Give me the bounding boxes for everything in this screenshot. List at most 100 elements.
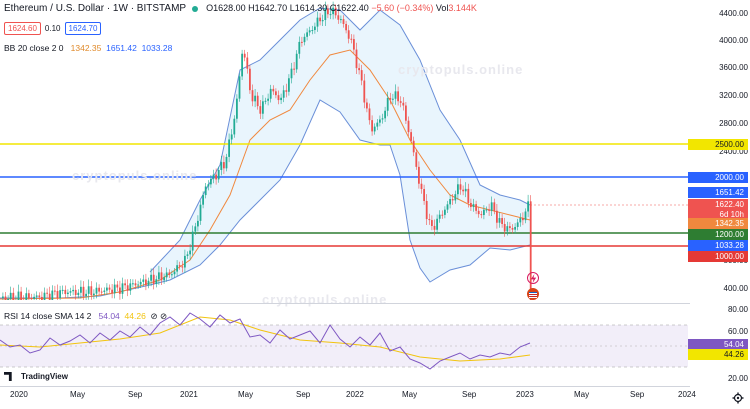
candle-body — [80, 286, 82, 293]
tradingview-logo-icon — [4, 372, 12, 381]
watermark-middle: cryptopuls.online — [72, 168, 198, 183]
candle-body — [223, 162, 225, 169]
candle-body — [33, 296, 35, 299]
candle-body — [493, 202, 496, 211]
candle-body — [9, 292, 12, 300]
time-tick: 2022 — [346, 390, 364, 399]
candle-body — [282, 90, 285, 98]
candle-body — [217, 170, 220, 180]
candle-body — [472, 204, 475, 208]
bb-legend-name: BB 20 close 2 0 — [4, 43, 64, 53]
lightning-icon[interactable] — [527, 272, 539, 284]
candle-body — [142, 279, 145, 282]
candle-body — [269, 88, 272, 99]
bb-basis-value: 1342.35 — [70, 43, 102, 53]
rsi-value: 54.04 — [98, 311, 120, 321]
sell-button[interactable]: 1624.60 — [4, 22, 41, 35]
candle-body — [61, 289, 64, 291]
time-axis[interactable]: 2020 May Sep 2021 May Sep 2022 May Sep 2023 May Sep… — [0, 390, 696, 404]
candle-body — [139, 281, 142, 285]
candle-body — [124, 283, 126, 286]
candle-body — [249, 68, 251, 91]
candle-body — [108, 287, 111, 290]
flag-icon[interactable] — [527, 288, 539, 300]
candle-body — [407, 120, 410, 133]
candle-body — [509, 226, 511, 228]
price-tick: 4000.00 — [719, 36, 748, 45]
bb-legend[interactable]: BB 20 close 2 0 1342.35 1651.42 1033.28 — [4, 43, 172, 53]
candle-body — [293, 68, 295, 70]
candle-body — [98, 287, 100, 292]
candle-body — [355, 49, 358, 69]
price-tick: 2800.00 — [719, 119, 748, 128]
candle-body — [501, 218, 503, 224]
candle-body — [103, 290, 106, 292]
pane-separator[interactable] — [0, 303, 690, 304]
candle-body — [215, 174, 217, 180]
market-status-icon — [192, 5, 199, 12]
candle-body — [511, 227, 514, 230]
candle-body — [176, 265, 178, 272]
candle-body — [519, 217, 522, 223]
candle-body — [17, 291, 20, 300]
price-chart[interactable] — [0, 0, 688, 300]
bollinger-basis-line — [0, 49, 531, 300]
candle-body — [220, 162, 223, 171]
time-axis-separator — [0, 386, 690, 387]
candle-body — [280, 97, 282, 101]
candle-body — [264, 100, 267, 102]
candle-body — [290, 68, 293, 79]
candle-body — [488, 209, 490, 211]
watermark-top: cryptopuls.online — [398, 62, 524, 77]
candle-body — [405, 105, 407, 121]
candle-body — [74, 289, 77, 296]
candle-body — [199, 204, 202, 221]
candle-body — [51, 290, 54, 300]
symbol-title[interactable]: Ethereum / U.S. Dollar · 1W · BITSTAMP — [4, 3, 187, 14]
candle-body — [314, 26, 316, 31]
candle-body — [454, 194, 457, 201]
candle-body — [503, 223, 506, 232]
candle-body — [360, 70, 363, 81]
candle-body — [311, 30, 314, 32]
candle-body — [30, 298, 33, 300]
rsi-chart[interactable] — [0, 305, 688, 375]
candle-body — [100, 291, 103, 293]
candle-body — [72, 289, 74, 292]
candle-body — [420, 183, 423, 190]
candle-body — [529, 201, 532, 300]
rsi-tick: 60.00 — [727, 327, 748, 336]
candle-body — [181, 266, 184, 268]
candle-body — [516, 222, 519, 227]
candle-body — [12, 292, 15, 300]
candle-body — [457, 184, 459, 195]
candle-body — [386, 98, 389, 111]
candle-body — [397, 91, 399, 102]
candle-body — [412, 140, 415, 153]
candle-body — [251, 90, 254, 102]
candle-body — [475, 204, 477, 211]
candle-body — [345, 23, 347, 31]
price-label: 1200.00 — [688, 229, 748, 240]
settings-gear-icon[interactable] — [732, 391, 744, 404]
candle-body — [449, 199, 451, 205]
rsi-legend-name: RSI 14 close SMA 14 2 — [4, 311, 92, 321]
candle-body — [384, 110, 386, 119]
candle-body — [212, 174, 215, 179]
bb-lower-value: 1033.28 — [141, 43, 173, 53]
candle-body — [308, 30, 311, 33]
buy-button[interactable]: 1624.70 — [64, 22, 102, 35]
candle-body — [267, 98, 269, 101]
tradingview-logo: TradingView — [4, 372, 68, 381]
candle-body — [402, 102, 405, 106]
rsi-band — [0, 325, 688, 367]
candle-body — [524, 211, 527, 221]
rsi-legend[interactable]: RSI 14 close SMA 14 2 54.04 44.26 ⊘ ⊘ — [4, 311, 167, 322]
price-tick: 3200.00 — [719, 91, 748, 100]
bollinger-band-fill — [150, 8, 530, 285]
time-tick: May — [238, 390, 254, 399]
candle-body — [121, 283, 124, 294]
candle-body — [506, 226, 509, 232]
visibility-icons[interactable]: ⊘ ⊘ — [150, 311, 168, 321]
candle-body — [337, 15, 340, 20]
